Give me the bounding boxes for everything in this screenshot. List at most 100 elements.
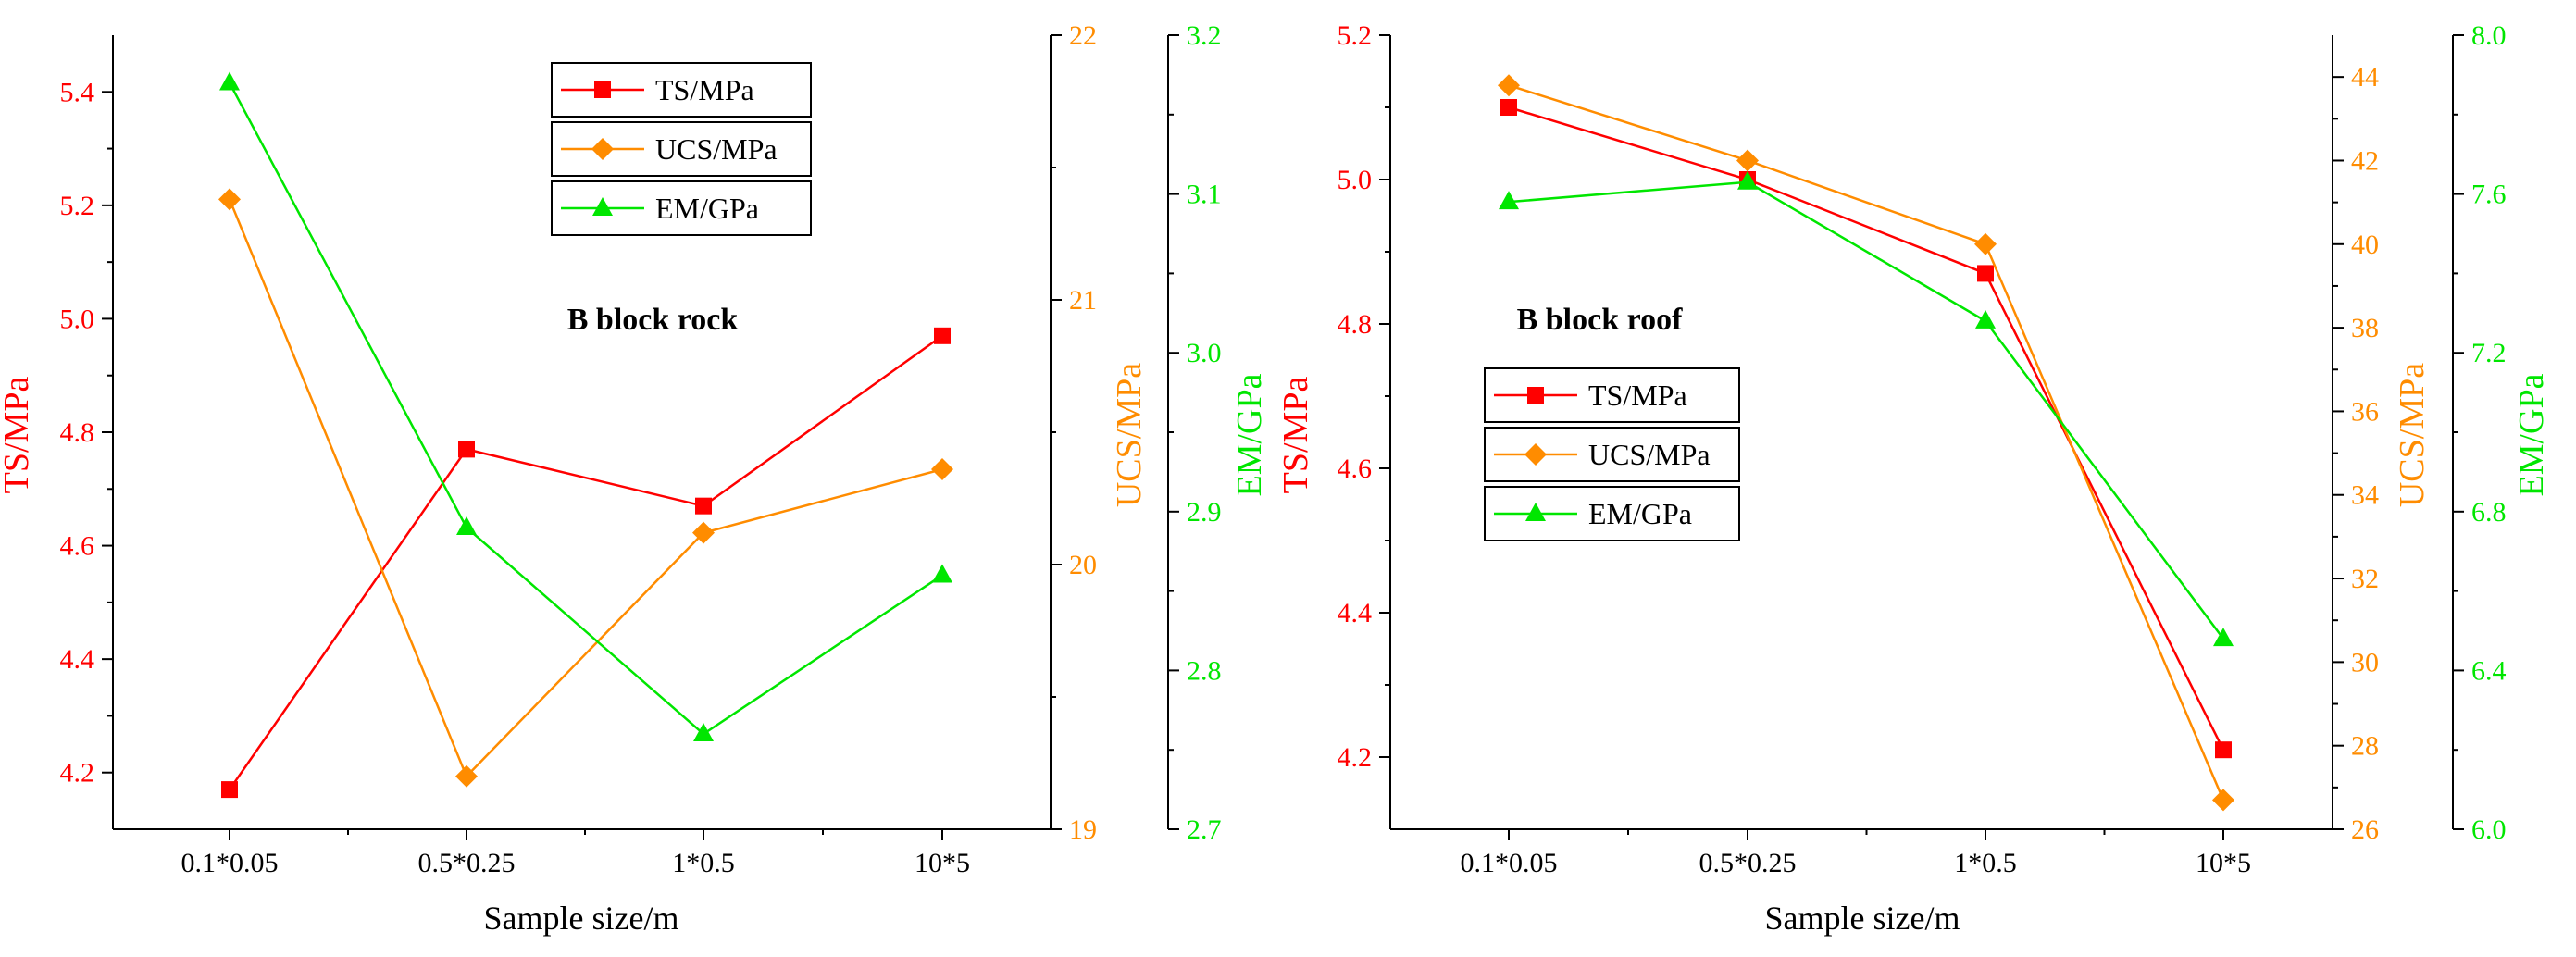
y-tick-label-ts: 5.2 (60, 191, 95, 221)
legend-label: EM/GPa (655, 192, 759, 225)
y-tick-label-ucs: 19 (1069, 814, 1097, 845)
chart-panel-1: 0.1*0.05 0.5*0.25 1*0.5 10*5 Sample size/m 4.… (0, 20, 1269, 937)
y-tick-label-ucs: 32 (2351, 564, 2379, 594)
legend-marker-ucs (591, 138, 614, 160)
y-tick-label-em: 6.8 (2471, 497, 2507, 528)
y-tick-label-ts: 4.4 (1338, 598, 1373, 628)
data-point-em (1737, 170, 1758, 190)
y-tick-label-em: 3.0 (1187, 338, 1222, 368)
y-tick-label-ts: 5.4 (60, 77, 95, 107)
y-tick-label-ts: 5.0 (1338, 165, 1373, 195)
y-tick-label-ucs: 20 (1069, 550, 1097, 580)
series-line-ucs (1508, 83, 2225, 801)
legend-marker-em (1525, 503, 1546, 521)
y-tick-label-ucs: 21 (1069, 285, 1097, 316)
data-point-em (1499, 191, 1519, 210)
y-tick-label-ucs: 44 (2351, 62, 2379, 93)
x-axis-label: Sample size/m (1765, 900, 1960, 937)
data-point-ucs (2212, 789, 2234, 812)
y-tick-label-ucs: 34 (2351, 480, 2379, 511)
y-axis-label-ts: TS/MPa (1276, 377, 1315, 494)
series-line-em (1508, 180, 2225, 640)
series-line-em (228, 81, 943, 736)
y-tick-label-ucs: 42 (2351, 145, 2379, 176)
legend-marker-ts (1527, 387, 1544, 404)
y-axis-label-em: EM/GPa (1230, 373, 1269, 496)
data-point-ts (458, 441, 475, 458)
data-point-em (2213, 628, 2234, 647)
x-tick-label: 0.5*0.25 (418, 848, 516, 878)
legend-label: TS/MPa (655, 73, 754, 106)
x-tick-label: 1*0.5 (1954, 848, 2017, 878)
y-axis-label-ts: TS/MPa (0, 377, 36, 494)
y-tick-label-ts: 4.2 (1338, 742, 1373, 773)
y-tick-label-em: 2.9 (1187, 497, 1222, 528)
data-point-ts (934, 327, 951, 344)
data-point-ts (2215, 741, 2232, 759)
x-tick-label: 0.1*0.05 (1461, 848, 1558, 878)
data-point-ts (695, 497, 712, 515)
legend-marker-ts (594, 81, 611, 98)
series-line-ts (228, 334, 943, 790)
y-tick-label-ts: 5.2 (1338, 20, 1373, 51)
y-tick-label-ts: 4.2 (60, 758, 95, 789)
y-tick-label-ts: 4.8 (60, 417, 95, 448)
y-tick-label-ts: 5.0 (60, 304, 95, 334)
y-tick-label-ucs: 22 (1069, 20, 1097, 51)
data-point-ucs (455, 764, 478, 788)
y-tick-label-em: 2.8 (1187, 655, 1222, 686)
y-tick-label-ts: 4.4 (60, 644, 95, 675)
data-point-ucs (692, 521, 715, 544)
y-tick-label-em: 3.1 (1187, 180, 1222, 210)
y-tick-label-em: 2.7 (1187, 814, 1222, 845)
chart-title: B block rock (567, 303, 739, 337)
y-tick-label-em: 8.0 (2471, 20, 2507, 51)
series-line-ts (1508, 106, 2225, 751)
data-point-ucs (1498, 74, 1520, 97)
data-point-em (932, 564, 952, 583)
x-tick-label: 0.1*0.05 (181, 848, 279, 878)
legend-label: UCS/MPa (1588, 438, 1711, 471)
legend-marker-em (592, 197, 613, 216)
data-point-ucs (1736, 149, 1759, 172)
y-tick-label-em: 3.2 (1187, 20, 1222, 51)
legend-marker-ucs (1524, 443, 1547, 466)
y-tick-label-ucs: 38 (2351, 313, 2379, 343)
y-tick-label-em: 6.0 (2471, 814, 2507, 845)
data-point-ucs (218, 188, 241, 211)
series-line-ucs (228, 198, 943, 779)
data-point-em (219, 71, 240, 91)
y-tick-label-ts: 4.8 (1338, 309, 1373, 340)
y-tick-label-em: 6.4 (2471, 655, 2507, 686)
y-tick-label-ucs: 26 (2351, 814, 2379, 845)
x-tick-label: 10*5 (2196, 848, 2251, 878)
y-tick-label-em: 7.2 (2471, 338, 2507, 368)
legend-label: TS/MPa (1588, 379, 1687, 412)
chart-panel-2: 0.1*0.05 0.5*0.25 1*0.5 10*5 Sample size/m 4.… (1276, 20, 2551, 937)
data-point-ts (221, 781, 238, 799)
data-point-ucs (931, 458, 953, 481)
data-point-em (456, 516, 477, 535)
x-tick-label: 0.5*0.25 (1699, 848, 1797, 878)
y-axis-label-em: EM/GPa (2512, 373, 2551, 496)
data-point-em (1975, 309, 1996, 329)
data-point-em (693, 723, 714, 742)
chart-title: B block roof (1517, 303, 1684, 337)
y-axis-label-ucs: UCS/MPa (2393, 363, 2432, 507)
data-point-ucs (1974, 232, 1997, 255)
x-tick-label: 10*5 (915, 848, 970, 878)
legend-label: EM/GPa (1588, 497, 1692, 530)
x-tick-label: 1*0.5 (672, 848, 735, 878)
legend-label: UCS/MPa (655, 132, 778, 166)
y-tick-label-ucs: 30 (2351, 647, 2379, 677)
y-tick-label-ucs: 28 (2351, 731, 2379, 762)
y-tick-label-ts: 4.6 (60, 531, 95, 562)
y-axis-label-ucs: UCS/MPa (1110, 363, 1149, 507)
y-tick-label-ts: 4.6 (1338, 454, 1373, 484)
data-point-ts (1977, 265, 1994, 282)
y-tick-label-em: 7.6 (2471, 180, 2507, 210)
data-point-ts (1500, 99, 1517, 116)
y-tick-label-ucs: 36 (2351, 396, 2379, 427)
